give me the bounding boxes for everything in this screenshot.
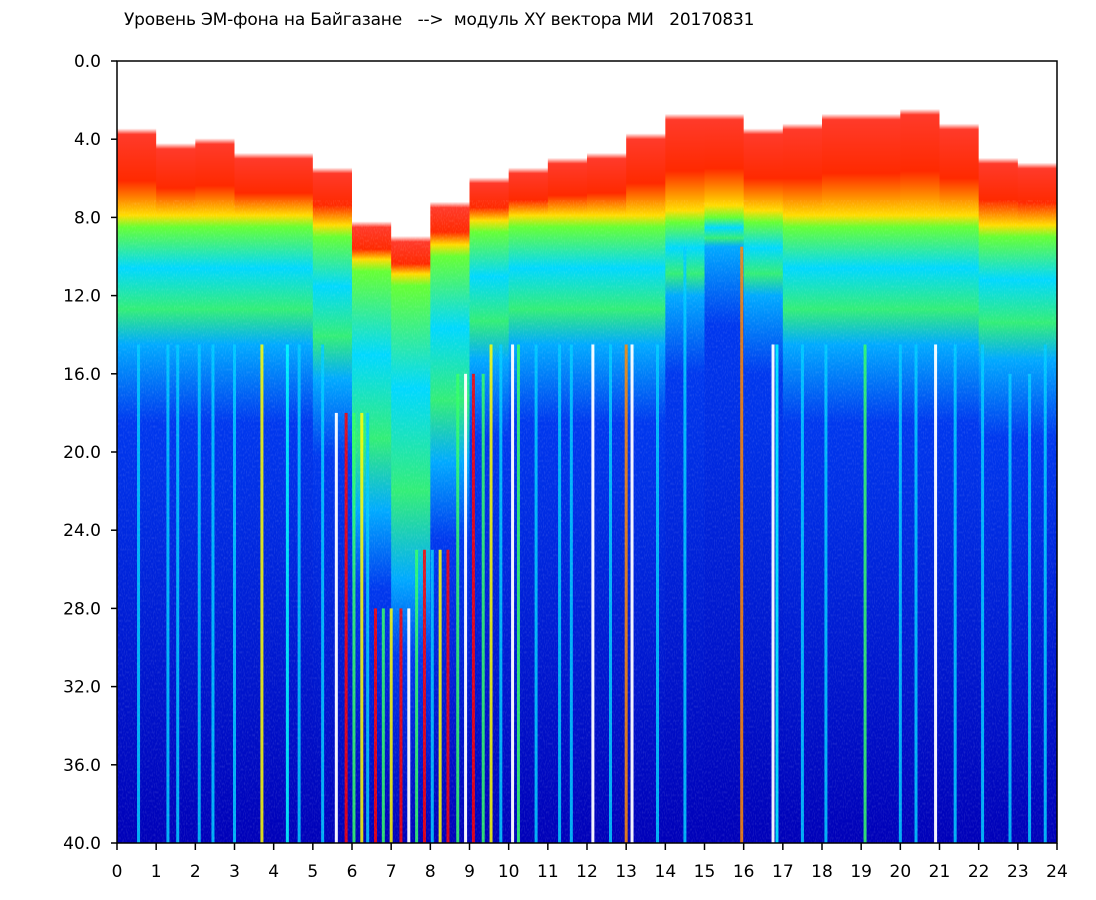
y-tick-label: 40.0 bbox=[63, 834, 101, 854]
y-tick-label: 32.0 bbox=[63, 678, 101, 698]
y-tick-label: 8.0 bbox=[74, 208, 101, 228]
x-tick-label: 5 bbox=[307, 862, 318, 882]
y-tick-label: 28.0 bbox=[63, 599, 101, 619]
x-tick-label: 19 bbox=[850, 862, 872, 882]
x-tick-label: 6 bbox=[347, 862, 358, 882]
x-tick-label: 23 bbox=[1007, 862, 1029, 882]
x-tick-label: 14 bbox=[655, 862, 677, 882]
x-tick-label: 7 bbox=[386, 862, 397, 882]
x-tick-label: 11 bbox=[537, 862, 559, 882]
x-tick-label: 8 bbox=[425, 862, 436, 882]
y-tick-label: 0.0 bbox=[74, 52, 101, 72]
x-tick-label: 3 bbox=[229, 862, 240, 882]
y-tick-label: 16.0 bbox=[63, 365, 101, 385]
x-tick-label: 10 bbox=[498, 862, 520, 882]
noise-overlay bbox=[117, 200, 1057, 843]
x-tick-label: 9 bbox=[464, 862, 475, 882]
y-axis: 0.0 4.0 8.0 12.0 16.0 20.0 24.0 28.0 32.0 36.0 40.… bbox=[63, 52, 117, 854]
x-tick-label: 15 bbox=[694, 862, 716, 882]
x-tick-label: 1 bbox=[151, 862, 162, 882]
x-tick-label: 21 bbox=[929, 862, 951, 882]
x-tick-label: 24 bbox=[1046, 862, 1068, 882]
x-tick-label: 2 bbox=[190, 862, 201, 882]
x-tick-label: 16 bbox=[733, 862, 755, 882]
x-tick-label: 22 bbox=[968, 862, 990, 882]
x-tick-label: 13 bbox=[615, 862, 637, 882]
chart-title: Уровень ЭМ-фона на Байгазане --> модуль … bbox=[124, 10, 755, 30]
x-tick-label: 20 bbox=[890, 862, 912, 882]
y-tick-label: 36.0 bbox=[63, 756, 101, 776]
y-tick-label: 4.0 bbox=[74, 130, 101, 150]
x-axis: 0 1 2 3 4 5 6 7 8 9 10 11 12 13 14 15 16 17 18 19 20 21 22 23 24 bbox=[112, 843, 1068, 882]
y-tick-label: 12.0 bbox=[63, 287, 101, 307]
y-tick-label: 24.0 bbox=[63, 521, 101, 541]
x-tick-label: 12 bbox=[576, 862, 598, 882]
y-tick-label: 20.0 bbox=[63, 443, 101, 463]
x-tick-label: 18 bbox=[811, 862, 833, 882]
x-tick-label: 0 bbox=[112, 862, 123, 882]
x-tick-label: 4 bbox=[268, 862, 279, 882]
x-tick-label: 17 bbox=[772, 862, 794, 882]
